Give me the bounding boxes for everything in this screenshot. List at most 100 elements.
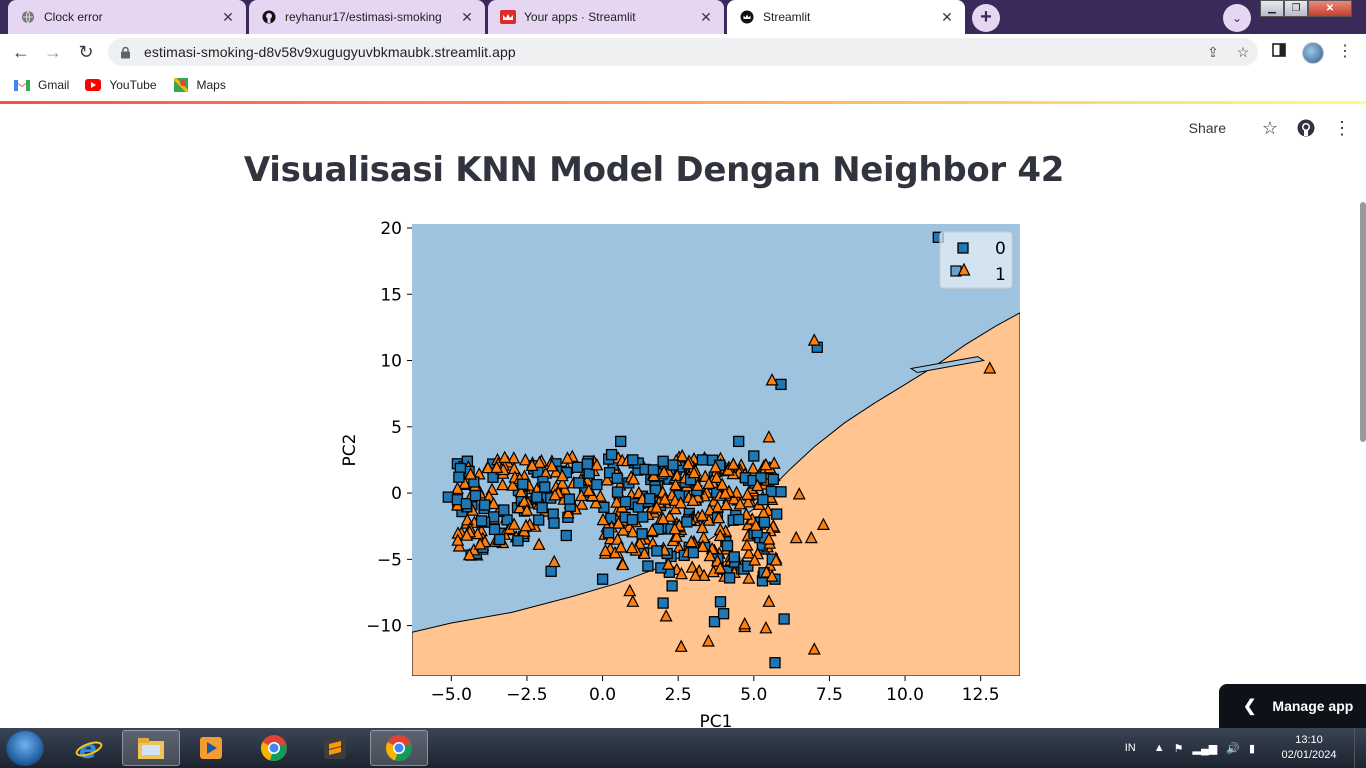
forward-arrow-icon[interactable]: → xyxy=(44,42,62,62)
tab-your-apps[interactable]: Your apps · Streamlit ✕ xyxy=(488,0,724,34)
class-1-point xyxy=(514,484,528,498)
class-1-point xyxy=(545,459,559,472)
class-1-point xyxy=(789,530,803,544)
y-tick-label: −10 xyxy=(366,617,402,637)
show-desktop-button[interactable] xyxy=(1354,728,1366,768)
side-panel-icon[interactable] xyxy=(1268,42,1290,64)
class-1-point xyxy=(612,516,625,529)
class-1-point xyxy=(675,448,689,462)
class-0-point xyxy=(615,435,627,448)
class-1-point xyxy=(760,565,773,578)
class-1-point xyxy=(765,569,779,582)
class-1-point xyxy=(561,506,575,519)
ie-icon[interactable]: e xyxy=(60,730,118,766)
github-icon xyxy=(261,9,277,25)
class-1-point xyxy=(458,476,472,489)
class-0-point xyxy=(453,471,465,483)
y-tick-label: 5 xyxy=(391,418,402,438)
tab-close-icon[interactable]: ✕ xyxy=(941,8,953,25)
tab-close-icon[interactable]: ✕ xyxy=(700,8,712,25)
close-window-button[interactable]: ✕ xyxy=(1308,0,1352,17)
class-1-point xyxy=(816,517,830,530)
signal-icon[interactable]: ▂▄▆ xyxy=(1192,742,1218,755)
flag-icon[interactable]: ⚑ xyxy=(1173,742,1184,755)
tab-search-button[interactable]: ⌄ xyxy=(1223,4,1251,32)
class-1-point xyxy=(462,547,476,561)
browser-menu-icon[interactable]: ⋮ xyxy=(1337,43,1353,60)
class-0-point xyxy=(533,514,545,526)
class-1-point xyxy=(719,497,733,511)
class-0-point xyxy=(778,613,790,625)
clock-time: 13:10 xyxy=(1295,734,1323,746)
class-0-point xyxy=(647,464,660,476)
start-button[interactable] xyxy=(6,730,44,766)
class-0-point xyxy=(637,511,649,523)
clock[interactable]: 13:10 02/01/2024 xyxy=(1264,733,1354,763)
class-1-point xyxy=(983,361,997,374)
share-page-icon[interactable]: ⇪ xyxy=(1207,43,1219,60)
new-tab-button[interactable]: + xyxy=(972,4,1000,32)
class-1-point xyxy=(547,554,561,568)
class-1-point xyxy=(674,496,688,509)
legend-label-0: 0 xyxy=(995,239,1006,259)
tab-close-icon[interactable]: ✕ xyxy=(461,8,473,25)
class-0-point xyxy=(498,504,510,516)
minimize-button[interactable]: ▁ xyxy=(1260,0,1284,17)
profile-avatar[interactable] xyxy=(1302,42,1324,64)
class-1-point xyxy=(751,478,764,492)
bookmark-gmail[interactable]: Gmail xyxy=(14,78,69,92)
class-1-point xyxy=(759,621,773,634)
class-1-point xyxy=(765,373,779,386)
class-1-point xyxy=(674,639,688,652)
media-player-icon[interactable] xyxy=(182,730,240,766)
class-1-point xyxy=(496,477,510,491)
url-text: estimasi-smoking-d8v58v9xugugyuvbkmaubk.… xyxy=(144,44,516,60)
class-0-point xyxy=(748,450,760,462)
volume-icon[interactable]: 🔊 xyxy=(1226,742,1240,755)
class-1-point xyxy=(513,500,527,514)
sublime-icon[interactable] xyxy=(306,730,364,766)
svg-text:e: e xyxy=(79,735,97,762)
class-0-point xyxy=(488,523,501,536)
x-tick-label: 2.5 xyxy=(665,685,692,705)
address-bar[interactable]: estimasi-smoking-d8v58v9xugugyuvbkmaubk.… xyxy=(108,38,1258,66)
class-0-point xyxy=(602,527,615,539)
tab-streamlit[interactable]: Streamlit ✕ xyxy=(727,0,965,34)
tab-clock-error[interactable]: Clock error ✕ xyxy=(8,0,246,34)
class-0-point xyxy=(573,477,585,489)
share-button[interactable]: Share xyxy=(1188,120,1226,136)
class-1-point xyxy=(623,583,637,597)
streamlit-crown-icon xyxy=(500,9,516,25)
app-menu-icon[interactable]: ⋮ xyxy=(1333,117,1351,138)
clock-date: 02/01/2024 xyxy=(1281,749,1337,761)
star-icon[interactable]: ☆ xyxy=(1261,117,1279,138)
x-tick-label: 7.5 xyxy=(816,685,843,705)
class-1-point xyxy=(593,489,607,502)
reload-icon[interactable]: ↻ xyxy=(78,42,94,62)
class-0-point xyxy=(708,616,721,628)
language-indicator[interactable]: IN xyxy=(1124,742,1136,754)
class-0-point xyxy=(757,494,769,506)
back-arrow-icon[interactable]: ← xyxy=(12,42,30,62)
class-1-point xyxy=(713,561,727,574)
x-tick-label: −2.5 xyxy=(506,685,547,705)
maximize-button[interactable]: ❐ xyxy=(1284,0,1308,17)
explorer-icon[interactable] xyxy=(122,730,180,766)
battery-icon[interactable]: ▮ xyxy=(1248,742,1255,755)
bookmark-youtube[interactable]: YouTube xyxy=(85,78,157,92)
bookmark-label: Gmail xyxy=(38,78,70,92)
y-tick-label: 0 xyxy=(391,484,402,504)
chrome-icon[interactable] xyxy=(245,730,303,766)
tab-github[interactable]: reyhanur17/estimasi-smoking ✕ xyxy=(249,0,485,34)
class-0-point xyxy=(627,454,639,466)
github-icon[interactable] xyxy=(1296,118,1316,138)
bookmark-maps[interactable]: Maps xyxy=(173,78,226,92)
page-scrollbar[interactable] xyxy=(1360,202,1366,442)
chrome-active-icon[interactable] xyxy=(370,730,428,766)
class-1-point xyxy=(807,642,821,655)
manage-app-button[interactable]: ❮ Manage app xyxy=(1219,684,1366,728)
tray-expand-icon[interactable]: ▲ xyxy=(1153,742,1165,754)
bookmark-star-icon[interactable]: ☆ xyxy=(1236,43,1250,60)
tab-close-icon[interactable]: ✕ xyxy=(222,8,234,25)
class-1-point xyxy=(733,497,747,510)
